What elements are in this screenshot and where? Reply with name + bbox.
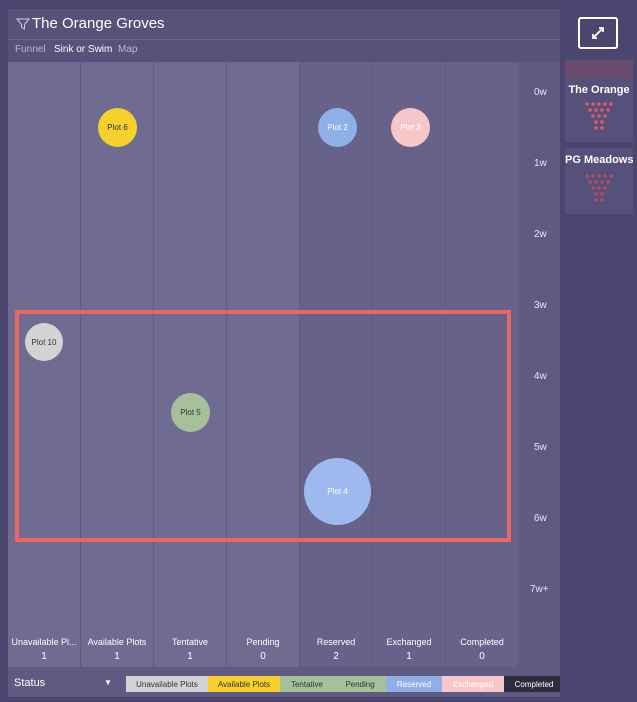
plot-bubble[interactable]: Plot 5 <box>171 393 210 432</box>
column-label: Reserved <box>316 637 356 647</box>
column-label: Pending <box>246 637 280 647</box>
column-count: 2 <box>333 651 339 662</box>
column-tentative: Tentative 1 <box>154 62 226 667</box>
plot-bubble[interactable]: Plot 3 <box>391 108 430 147</box>
column-count: 0 <box>479 651 485 662</box>
card-header-bar <box>565 60 633 78</box>
column-reserved: Reserved 2 <box>300 62 372 667</box>
highlight-box <box>15 310 511 542</box>
expand-button[interactable] <box>578 17 618 49</box>
funnel-mini-icon <box>585 174 613 202</box>
column-label: Exchanged <box>386 637 432 647</box>
legend-item-pending: Pending <box>334 676 386 692</box>
column-count: 1 <box>41 651 47 662</box>
y-tick: 2w <box>534 229 547 240</box>
plot-bubble[interactable]: Plot 6 <box>98 108 137 147</box>
column-unavailable: Unavailable Pl... 1 <box>8 62 80 667</box>
column-label: Available Plots <box>87 637 147 647</box>
plot-bubble[interactable]: Plot 2 <box>318 108 357 147</box>
column-completed: Completed 0 <box>446 62 518 667</box>
y-tick: 0w <box>534 87 547 98</box>
view-tabs: Funnel Sink or Swim Map <box>8 39 560 62</box>
tab-map[interactable]: Map <box>118 44 138 55</box>
plot-label: Plot 5 <box>180 408 201 417</box>
main-panel: The Orange Groves Funnel Sink or Swim Ma… <box>8 9 564 697</box>
status-legend: Unavailable Plots Available Plots Tentat… <box>126 676 564 692</box>
card-title: PG Meadows <box>565 154 633 166</box>
legend-item-completed: Completed <box>504 676 564 692</box>
tab-funnel[interactable]: Funnel <box>15 44 46 55</box>
status-bar: Status ▼ Unavailable Plots Available Plo… <box>8 669 564 697</box>
funnel-mini-icon <box>585 102 613 130</box>
column-label: Completed <box>460 637 504 647</box>
status-dropdown-label[interactable]: Status <box>14 677 46 689</box>
column-count: 1 <box>187 651 193 662</box>
y-tick: 1w <box>534 158 547 169</box>
y-tick: 3w <box>534 300 547 311</box>
title-bar: The Orange Groves <box>8 9 560 39</box>
plot-label: Plot 4 <box>327 487 348 496</box>
legend-item-exchanged: Exchanged <box>442 676 504 692</box>
plot-label: Plot 2 <box>327 123 348 132</box>
expand-icon <box>592 27 604 39</box>
page-title: The Orange Groves <box>32 15 165 32</box>
column-label: Tentative <box>171 637 209 647</box>
column-count: 1 <box>114 651 120 662</box>
legend-item-tentative: Tentative <box>280 676 334 692</box>
column-count: 0 <box>260 651 266 662</box>
y-tick: 5w <box>534 442 547 453</box>
legend-item-reserved: Reserved <box>386 676 442 692</box>
plot-bubble[interactable]: Plot 10 <box>25 323 63 361</box>
plot-label: Plot 3 <box>400 123 421 132</box>
column-pending: Pending 0 <box>227 62 299 667</box>
tab-sink-or-swim[interactable]: Sink or Swim <box>54 44 113 55</box>
legend-item-unavailable: Unavailable Plots <box>126 676 208 692</box>
project-card-orange[interactable]: The Orange <box>565 78 633 142</box>
y-tick: 7w+ <box>530 584 549 595</box>
y-tick: 6w <box>534 513 547 524</box>
plot-bubble[interactable]: Plot 4 <box>304 458 371 525</box>
project-card-meadows[interactable]: PG Meadows <box>565 148 633 214</box>
column-count: 1 <box>406 651 412 662</box>
column-exchanged: Exchanged 1 <box>373 62 445 667</box>
plot-label: Plot 10 <box>31 337 57 347</box>
card-title: The Orange <box>568 84 630 96</box>
legend-item-available: Available Plots <box>208 676 280 692</box>
funnel-icon <box>16 18 30 30</box>
y-tick: 4w <box>534 371 547 382</box>
column-label: Unavailable Pl... <box>11 637 77 647</box>
sink-or-swim-chart: Unavailable Pl... 1 Available Plots 1 Te… <box>8 62 520 667</box>
side-panel: The Orange PG Meadows <box>560 0 637 702</box>
weeks-axis: 0w 1w 2w 3w 4w 5w 6w 7w+ <box>520 62 560 667</box>
column-available: Available Plots 1 <box>81 62 153 667</box>
chevron-down-icon[interactable]: ▼ <box>104 678 112 687</box>
plot-label: Plot 6 <box>107 123 128 132</box>
